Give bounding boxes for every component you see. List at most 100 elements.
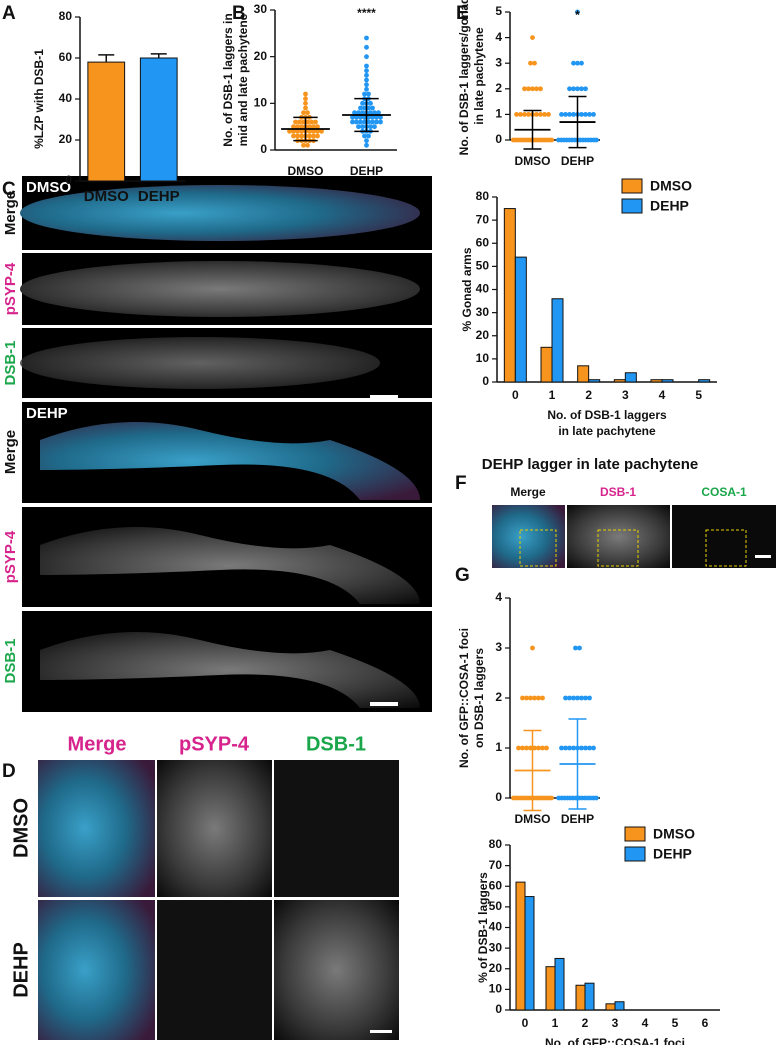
data-point [571, 695, 576, 701]
data-point [362, 105, 367, 111]
x-tick-label: 2 [582, 1016, 589, 1030]
x-axis-label: in late pachytene [558, 424, 656, 438]
roi-box [519, 529, 557, 567]
data-point [526, 86, 531, 92]
y-tick-label: 1 [495, 107, 502, 121]
data-point [563, 695, 568, 701]
data-point [311, 133, 316, 139]
data-point [593, 795, 599, 801]
micrograph [567, 505, 670, 568]
gonad [20, 337, 380, 389]
x-tick-label: 4 [659, 388, 666, 402]
bar [503, 208, 516, 383]
data-point [364, 138, 369, 144]
channel-label: pSYP-4 [2, 530, 19, 583]
x-tick-label: DMSO [515, 812, 551, 826]
data-point [538, 112, 543, 117]
y-tick-label: 4 [495, 30, 502, 44]
data-point [522, 86, 527, 92]
data-point [583, 86, 588, 92]
bar [588, 379, 601, 383]
channel-label: DSB-1 [2, 638, 19, 683]
bar [575, 984, 586, 1011]
data-point [352, 110, 357, 116]
data-point [546, 112, 551, 117]
data-point [354, 119, 359, 125]
bar [139, 57, 178, 182]
data-point [315, 124, 320, 130]
data-point [368, 100, 373, 106]
data-point [305, 110, 310, 116]
gonad [40, 527, 420, 604]
data-point [573, 645, 578, 651]
legend-label: DMSO [653, 826, 695, 842]
y-axis-label: No. of DSB-1 laggers/gonad [457, 0, 471, 155]
micrograph [157, 900, 272, 1040]
data-point [295, 128, 300, 134]
data-point [299, 128, 304, 134]
data-point [354, 114, 359, 120]
data-point [366, 114, 371, 120]
x-tick-label: DEHP [350, 164, 383, 178]
y-tick-label: 60 [476, 235, 490, 249]
data-point [364, 54, 369, 60]
panel-letter: F [455, 473, 467, 494]
y-tick-label: 40 [59, 91, 73, 105]
y-axis-label: on DSB-1 laggers [472, 648, 486, 748]
data-point [368, 110, 373, 116]
y-tick-label: 1 [495, 740, 502, 754]
bar [661, 379, 674, 383]
data-point [514, 112, 519, 117]
y-tick-label: 30 [476, 305, 490, 319]
data-point [307, 128, 312, 134]
data-point [364, 35, 369, 41]
micrograph [157, 760, 272, 897]
data-point [364, 68, 369, 74]
y-tick-label: 80 [489, 837, 503, 851]
data-point [549, 137, 555, 143]
data-point [579, 60, 584, 66]
data-point [544, 745, 549, 751]
data-point [579, 745, 584, 751]
data-point [301, 142, 306, 148]
data-point [524, 695, 529, 701]
data-point [305, 119, 310, 125]
y-tick-label: 3 [495, 55, 502, 69]
data-point [520, 695, 525, 701]
y-tick-label: 10 [489, 982, 503, 996]
micrograph [274, 900, 399, 1040]
data-point [358, 105, 363, 111]
x-tick-label: 1 [552, 1016, 559, 1030]
data-point [540, 695, 545, 701]
data-point [364, 142, 369, 148]
data-point [532, 60, 537, 66]
y-tick-label: 10 [476, 351, 490, 365]
bar [577, 365, 590, 383]
data-point [591, 112, 596, 117]
gonad [20, 261, 420, 317]
data-point [360, 124, 365, 130]
bar [515, 881, 526, 1011]
data-point [376, 110, 381, 116]
scale-bar [755, 555, 771, 558]
y-tick-label: 40 [476, 282, 490, 296]
y-axis-label: % Gonad arms [460, 247, 474, 331]
data-point [567, 745, 572, 751]
legend-swatch [621, 198, 643, 214]
data-point [303, 96, 308, 102]
y-tick-label: 40 [489, 920, 503, 934]
x-tick-label: DEHP [138, 188, 180, 205]
data-point [291, 133, 296, 139]
data-point [538, 86, 543, 92]
y-tick-label: 50 [489, 899, 503, 913]
data-point [567, 695, 572, 701]
data-point [299, 133, 304, 139]
scale-bar [370, 395, 398, 399]
channel-label: DSB-1 [2, 340, 19, 385]
data-point [311, 124, 316, 130]
data-point [295, 124, 300, 130]
data-point [303, 100, 308, 106]
row-header: DEHP [10, 942, 32, 998]
data-point [518, 112, 523, 117]
data-point [549, 795, 554, 801]
